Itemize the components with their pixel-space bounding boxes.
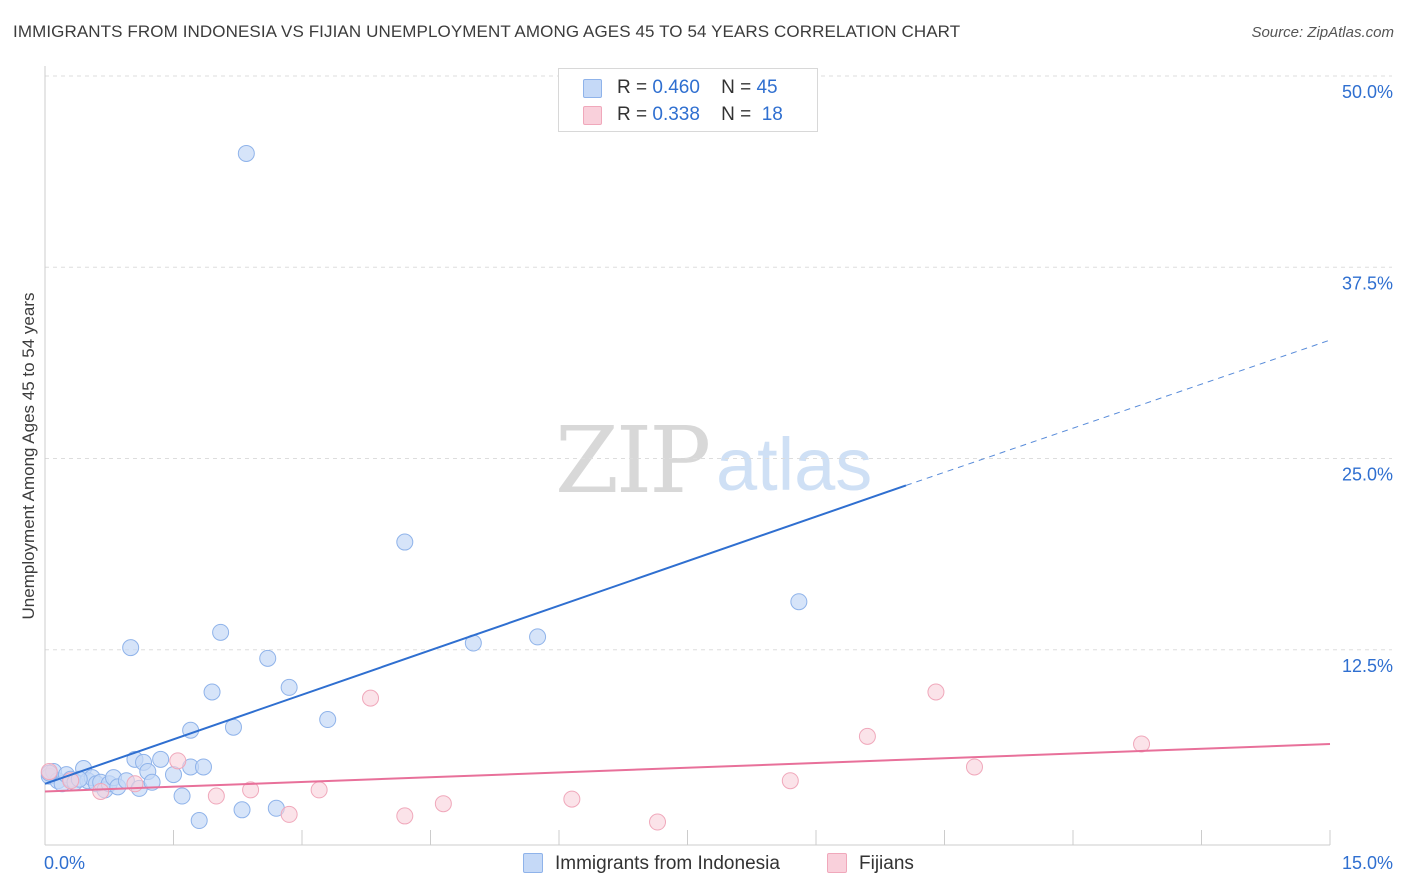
data-point-fijians [965, 758, 983, 776]
y-tick-label: 50.0% [1342, 82, 1393, 102]
watermark-zip: ZIP [555, 407, 708, 514]
data-point-indonesia [319, 711, 337, 729]
x-tick-label: 0.0% [44, 853, 85, 873]
data-point-indonesia [233, 801, 251, 819]
stats-legend: R = 0.460 N = 45 R = 0.338 N = 18 [558, 68, 818, 132]
data-point-fijians [126, 775, 144, 793]
data-point-fijians [649, 813, 667, 831]
legend-r-label: R = [617, 104, 648, 125]
data-point-fijians [169, 752, 187, 770]
data-point-fijians [362, 689, 380, 707]
data-point-indonesia [194, 758, 212, 776]
data-point-fijians [858, 727, 876, 745]
legend-r-label: R = [617, 77, 648, 98]
trend-line-indonesia-projection [905, 339, 1331, 486]
data-point-fijians [40, 763, 58, 781]
legend-r-value: 0.460 [652, 77, 700, 98]
source-label: Source: ZipAtlas.com [1251, 24, 1394, 41]
data-point-indonesia [280, 678, 298, 696]
watermark: ZIP atlas [555, 407, 872, 514]
data-point-indonesia [143, 773, 161, 791]
x-tick-label: 15.0% [1342, 853, 1393, 873]
data-point-indonesia [790, 593, 808, 611]
y-tick-labels: 12.5% 25.0% 37.5% 50.0% [1342, 82, 1393, 676]
data-point-fijians [310, 781, 328, 799]
data-point-indonesia [237, 144, 255, 162]
data-point-indonesia [529, 628, 547, 646]
legend-swatch-blue [583, 79, 602, 98]
y-tick-label: 25.0% [1342, 465, 1393, 485]
bottom-legend-label: Fijians [859, 853, 914, 874]
y-axis-label: Unemployment Among Ages 45 to 54 years [19, 293, 38, 620]
legend-n-value: 18 [761, 104, 783, 125]
trend-line-fijians [44, 743, 1331, 793]
data-point-indonesia [259, 649, 277, 667]
legend-swatch-pink [583, 106, 602, 125]
data-point-indonesia [396, 533, 414, 551]
data-point-fijians [207, 787, 225, 805]
data-point-fijians [434, 795, 452, 813]
y-tick-label: 12.5% [1342, 656, 1393, 676]
data-point-fijians [781, 772, 799, 790]
legend-r-value: 0.338 [652, 104, 700, 125]
trend-line-indonesia [44, 484, 907, 785]
data-point-indonesia [173, 787, 191, 805]
bottom-legend-swatch-blue [523, 853, 543, 873]
grid-lines [45, 75, 1392, 651]
data-point-fijians [92, 782, 110, 800]
bottom-legend-swatch-pink [827, 853, 847, 873]
legend-n-value: 45 [756, 77, 778, 98]
data-point-fijians [242, 781, 260, 799]
trend-lines [44, 339, 1331, 793]
data-point-fijians [563, 790, 581, 808]
data-point-indonesia [152, 750, 170, 768]
legend-n-label: N = [721, 104, 752, 125]
data-point-fijians [280, 805, 298, 823]
data-point-indonesia [212, 623, 230, 641]
axes [44, 66, 1331, 846]
data-point-indonesia [203, 683, 221, 701]
watermark-atlas: atlas [716, 423, 872, 506]
data-point-fijians [1133, 735, 1151, 753]
x-tick-labels: 0.0% 15.0% [44, 853, 1393, 873]
data-point-fijians [396, 807, 414, 825]
y-tick-label: 37.5% [1342, 273, 1393, 293]
data-point-indonesia [190, 812, 208, 830]
bottom-legend-label: Immigrants from Indonesia [555, 853, 780, 874]
chart-title: IMMIGRANTS FROM INDONESIA VS FIJIAN UNEM… [13, 22, 961, 41]
data-point-fijians [927, 683, 945, 701]
data-point-indonesia [224, 718, 242, 736]
legend-n-label: N = [721, 77, 752, 98]
data-point-indonesia [122, 639, 140, 657]
